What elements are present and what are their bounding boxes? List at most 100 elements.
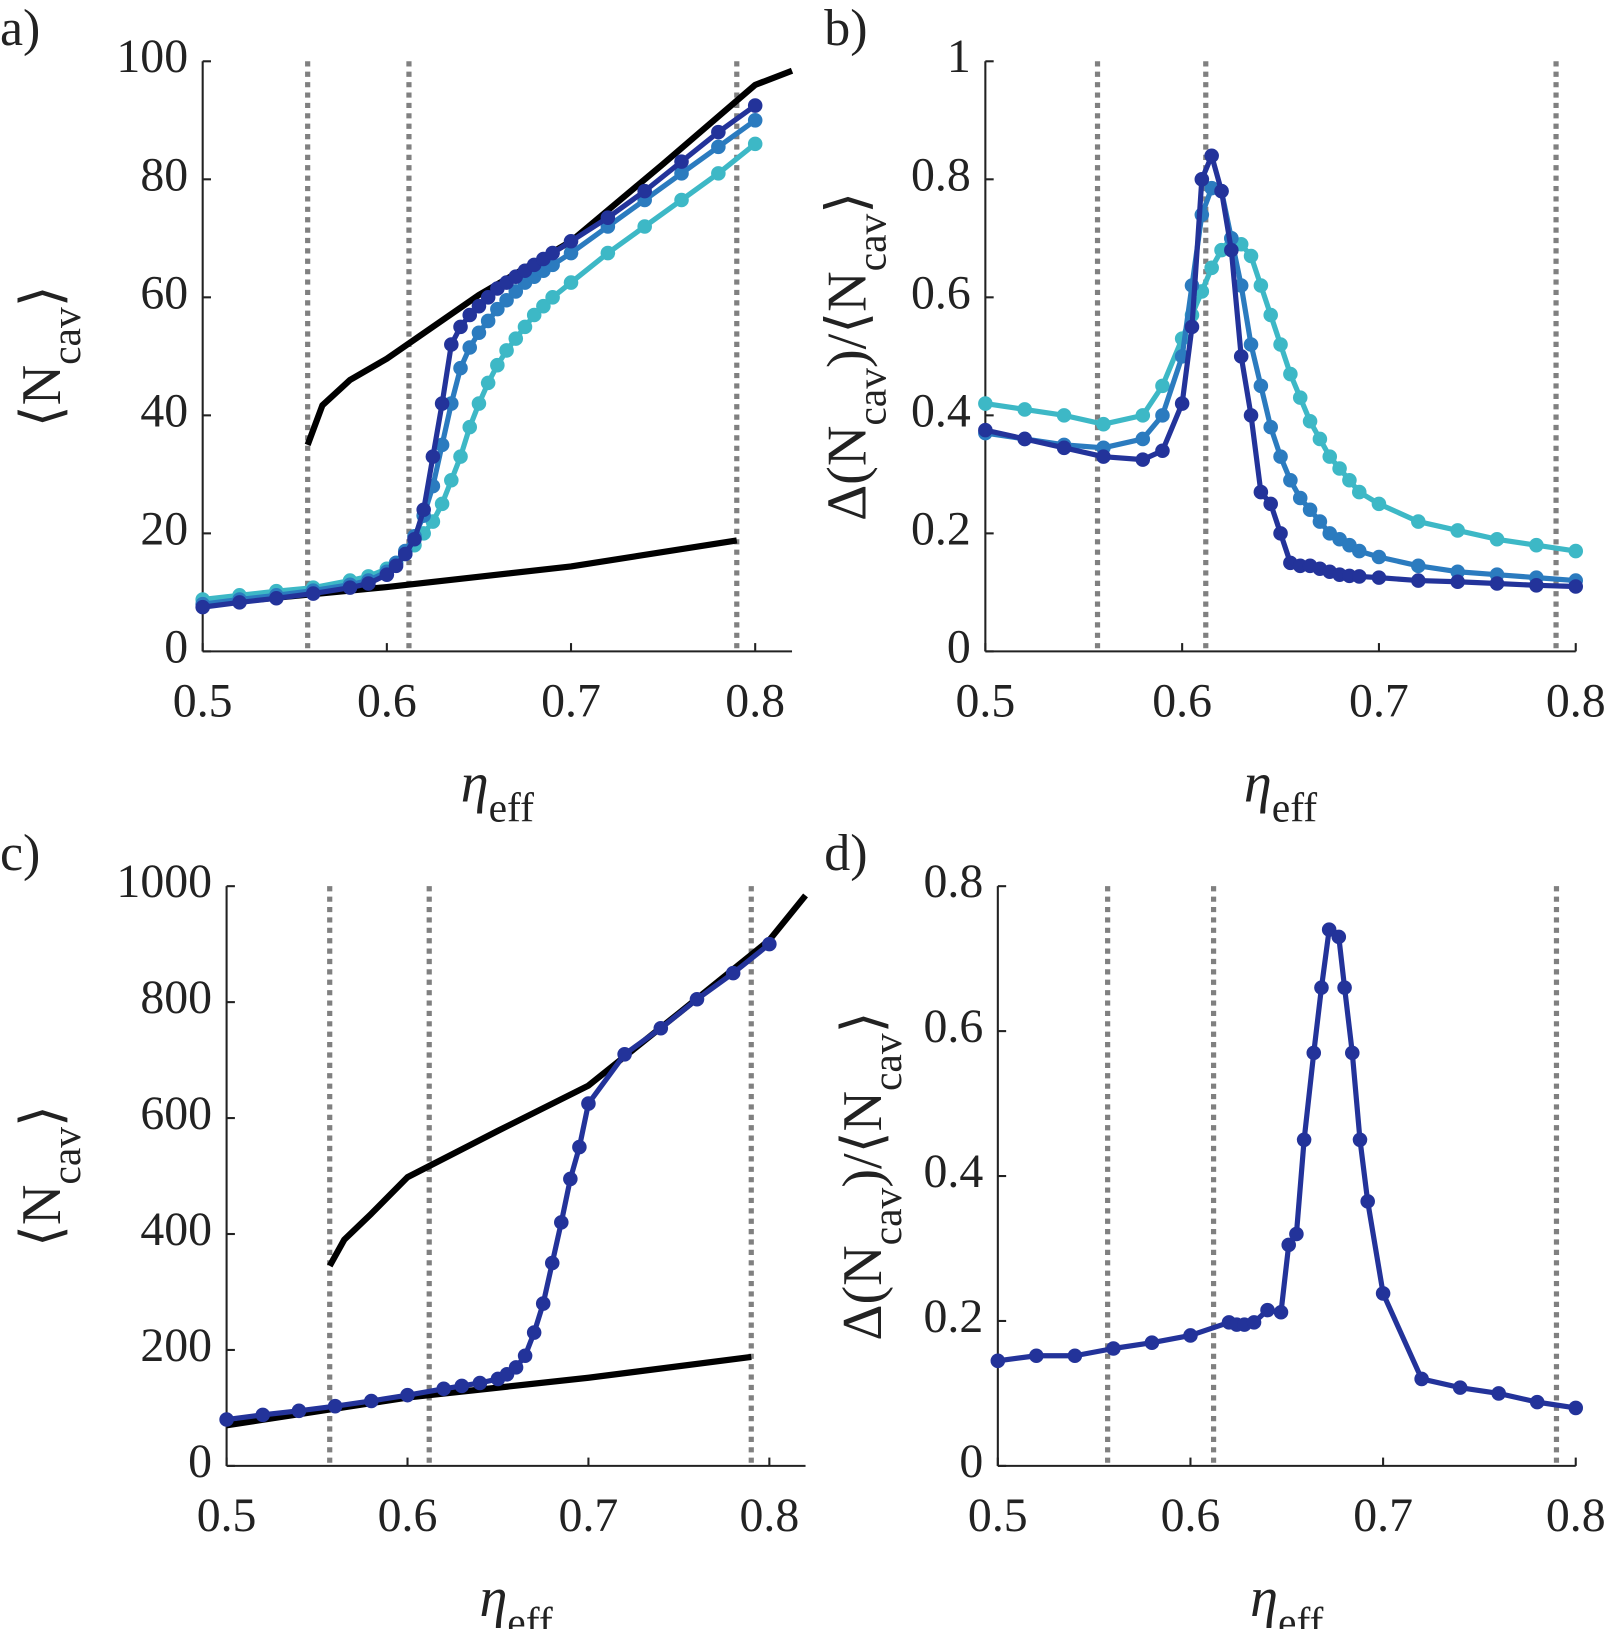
y-tick-label: 0.4 bbox=[924, 1145, 984, 1198]
data-point bbox=[1106, 1341, 1121, 1356]
data-point bbox=[544, 1255, 560, 1271]
data-point bbox=[195, 599, 210, 615]
data-point bbox=[444, 337, 459, 352]
data-point bbox=[480, 290, 496, 305]
data-point bbox=[361, 576, 376, 591]
data-point bbox=[1331, 929, 1347, 945]
data-point bbox=[1371, 496, 1387, 512]
data-point bbox=[305, 586, 321, 601]
data-point bbox=[526, 1325, 542, 1340]
data-point bbox=[1184, 319, 1200, 335]
data-point bbox=[471, 325, 487, 341]
data-point bbox=[1375, 1286, 1391, 1301]
data-point bbox=[388, 558, 404, 574]
data-point bbox=[653, 1020, 669, 1036]
data-point bbox=[434, 437, 450, 453]
data-point bbox=[1243, 248, 1259, 264]
data-point bbox=[1312, 514, 1328, 529]
data-point bbox=[711, 166, 726, 181]
data-point bbox=[1246, 1315, 1262, 1330]
data-point bbox=[462, 307, 478, 323]
data-point bbox=[545, 290, 560, 305]
x-tick-label: 0.8 bbox=[739, 1489, 799, 1542]
data-point bbox=[1263, 419, 1278, 435]
y-tick-label: 600 bbox=[140, 1087, 212, 1140]
subscript: eff bbox=[1278, 1599, 1324, 1629]
data-point bbox=[1529, 578, 1544, 593]
x-tick-label: 0.7 bbox=[541, 674, 601, 727]
x-axis-label: ηeff bbox=[479, 1567, 552, 1629]
data-point bbox=[508, 331, 524, 346]
label-part: )/⟨N bbox=[832, 1091, 894, 1188]
y-axis-label: ⟨Ncav⟩ bbox=[11, 1105, 89, 1247]
x-tick-label: 0.6 bbox=[1152, 674, 1212, 727]
data-point bbox=[1489, 576, 1505, 591]
data-point bbox=[471, 298, 487, 314]
data-point bbox=[1253, 278, 1269, 293]
data-point bbox=[1371, 549, 1387, 565]
y-tick-label: 100 bbox=[116, 30, 188, 83]
y-tick-label: 0 bbox=[947, 620, 971, 673]
data-point bbox=[1029, 1348, 1044, 1364]
data-point bbox=[436, 1381, 451, 1397]
data-point bbox=[364, 1393, 379, 1409]
data-point bbox=[1135, 408, 1151, 423]
data-point bbox=[1283, 472, 1298, 488]
data-point bbox=[1253, 378, 1269, 394]
data-point bbox=[407, 532, 422, 547]
x-tick-label: 0.8 bbox=[725, 674, 785, 727]
y-tick-label: 0 bbox=[959, 1435, 983, 1488]
x-tick-label: 0.8 bbox=[1546, 674, 1606, 727]
data-point bbox=[1017, 402, 1032, 417]
data-point bbox=[1351, 543, 1367, 559]
data-point bbox=[563, 245, 579, 261]
data-point bbox=[508, 1360, 524, 1375]
series-line bbox=[984, 185, 1576, 584]
data-point bbox=[1351, 569, 1367, 584]
panel-label: c) bbox=[0, 825, 40, 882]
y-axis-label: ⟨Ncav⟩ bbox=[11, 285, 89, 427]
series-line bbox=[226, 1353, 752, 1429]
label-part: η bbox=[479, 1567, 507, 1629]
y-tick-label: 800 bbox=[140, 971, 212, 1024]
x-axis-label: ηeff bbox=[1250, 1567, 1323, 1629]
data-point bbox=[499, 343, 514, 358]
data-point bbox=[1345, 1045, 1360, 1061]
label-part: ⟨N bbox=[11, 365, 73, 427]
label-part: η bbox=[1250, 1567, 1278, 1629]
data-point bbox=[1312, 431, 1328, 447]
data-point bbox=[990, 1353, 1006, 1369]
label-part: ⟩ bbox=[816, 192, 878, 214]
label-part: ⟩ bbox=[11, 1105, 73, 1127]
data-point bbox=[1224, 242, 1239, 258]
data-point bbox=[762, 936, 777, 952]
x-axis-label: ηeff bbox=[461, 752, 534, 830]
series-line bbox=[984, 235, 1577, 554]
x-tick-label: 0.6 bbox=[357, 674, 417, 727]
data-point bbox=[978, 396, 993, 411]
data-point bbox=[563, 1171, 578, 1187]
series-line bbox=[304, 67, 794, 446]
data-point bbox=[1351, 484, 1367, 500]
data-point bbox=[1314, 980, 1329, 995]
subscript: eff bbox=[507, 1599, 553, 1629]
data-point bbox=[600, 210, 616, 225]
data-point bbox=[572, 1139, 587, 1155]
data-point bbox=[453, 449, 468, 464]
data-point bbox=[600, 245, 616, 261]
data-point bbox=[1204, 260, 1219, 276]
data-point bbox=[1135, 431, 1151, 447]
data-point bbox=[747, 98, 763, 113]
data-point bbox=[454, 1378, 470, 1394]
data-point bbox=[1491, 1386, 1506, 1401]
label-part: ⟩ bbox=[11, 285, 73, 307]
data-point bbox=[1352, 1132, 1368, 1148]
x-tick-label: 0.8 bbox=[1546, 1489, 1606, 1542]
data-point bbox=[1174, 396, 1190, 411]
x-tick-label: 0.7 bbox=[1353, 1489, 1413, 1542]
data-point bbox=[1260, 1302, 1275, 1318]
data-point bbox=[563, 275, 579, 290]
subscript: cav bbox=[863, 1033, 909, 1091]
data-point bbox=[1283, 366, 1298, 382]
